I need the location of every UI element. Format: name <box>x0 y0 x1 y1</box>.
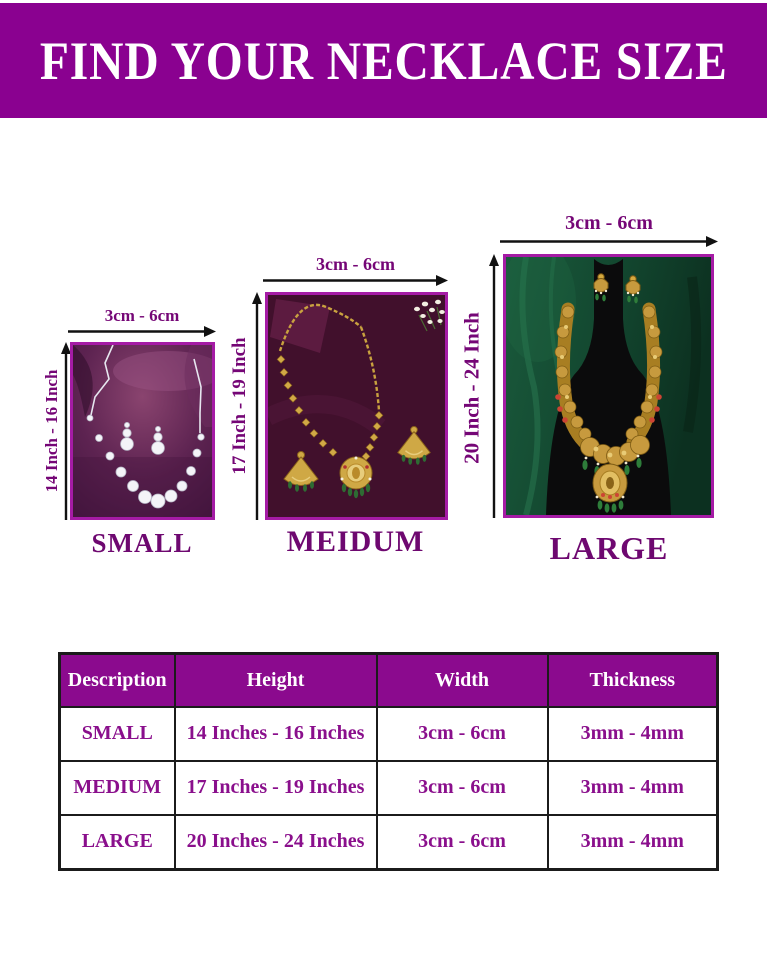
column-header-thickness: Thickness <box>546 652 719 708</box>
gold-necklace-set-illustration <box>268 295 445 517</box>
large-necklace-photo <box>503 254 714 518</box>
cell-large-thickness: 3mm - 4mm <box>546 813 719 871</box>
medium-length-arrow-icon <box>252 292 262 520</box>
cell-small-thickness: 3mm - 4mm <box>546 706 719 762</box>
table-row-small: SMALL 14 Inches - 16 Inches 3cm - 6cm 3m… <box>58 706 719 762</box>
large-width-arrow-icon <box>500 236 718 247</box>
large-width-range-label: 3cm - 6cm <box>565 212 653 234</box>
jhumka-earrings-illustration <box>593 273 641 304</box>
large-length-range-label: 20 Inch - 24 Inch <box>459 312 484 464</box>
cell-small-width: 3cm - 6cm <box>375 706 549 762</box>
large-caption: LARGE <box>549 530 669 566</box>
small-width-arrow-icon <box>68 326 216 337</box>
table-row-large: LARGE 20 Inches - 24 Inches 3cm - 6cm 3m… <box>58 813 719 871</box>
small-length-arrow-icon <box>61 342 71 520</box>
title-banner: FIND YOUR NECKLACE SIZE <box>0 3 767 118</box>
column-header-description: Description <box>58 652 176 708</box>
cell-large-description: LARGE <box>58 813 176 871</box>
right-earring-illustration <box>397 425 431 465</box>
table-header-row: Description Height Width Thickness <box>58 652 719 708</box>
table-row-medium: MEDIUM 17 Inches - 19 Inches 3cm - 6cm 3… <box>58 759 719 816</box>
cell-medium-width: 3cm - 6cm <box>375 759 549 816</box>
cell-large-height: 20 Inches - 24 Inches <box>173 813 378 871</box>
small-width-range-label: 3cm - 6cm <box>104 306 180 325</box>
medium-width-arrow-icon <box>263 275 448 286</box>
cell-medium-height: 17 Inches - 19 Inches <box>173 759 378 816</box>
medium-length-range-label: 17 Inch - 19 Inch <box>229 337 250 475</box>
column-header-width: Width <box>375 652 549 708</box>
cell-small-height: 14 Inches - 16 Inches <box>173 706 378 762</box>
cell-medium-description: MEDIUM <box>58 759 176 816</box>
large-length-arrow-icon <box>489 254 499 518</box>
cell-large-width: 3cm - 6cm <box>375 813 549 871</box>
flowers-decoration <box>414 299 445 332</box>
column-header-height: Height <box>173 652 378 708</box>
pendant-illustration <box>339 456 373 499</box>
left-earring-illustration <box>283 451 319 492</box>
medium-necklace-photo <box>265 292 448 520</box>
medium-width-range-label: 3cm - 6cm <box>316 254 395 274</box>
cell-medium-thickness: 3mm - 4mm <box>546 759 719 816</box>
small-length-range-label: 14 Inch - 16 Inch <box>42 369 61 493</box>
small-necklace-photo <box>70 342 215 520</box>
page-title: FIND YOUR NECKLACE SIZE <box>39 30 728 91</box>
silver-necklace-set-illustration <box>73 345 212 517</box>
temple-pendant-illustration <box>592 463 628 513</box>
medium-caption: MEIDUM <box>286 525 425 558</box>
size-chart-table: Description Height Width Thickness SMALL… <box>58 652 719 871</box>
cell-small-description: SMALL <box>58 706 176 762</box>
gold-haram-necklace-illustration <box>506 257 711 515</box>
small-caption: SMALL <box>91 528 193 558</box>
